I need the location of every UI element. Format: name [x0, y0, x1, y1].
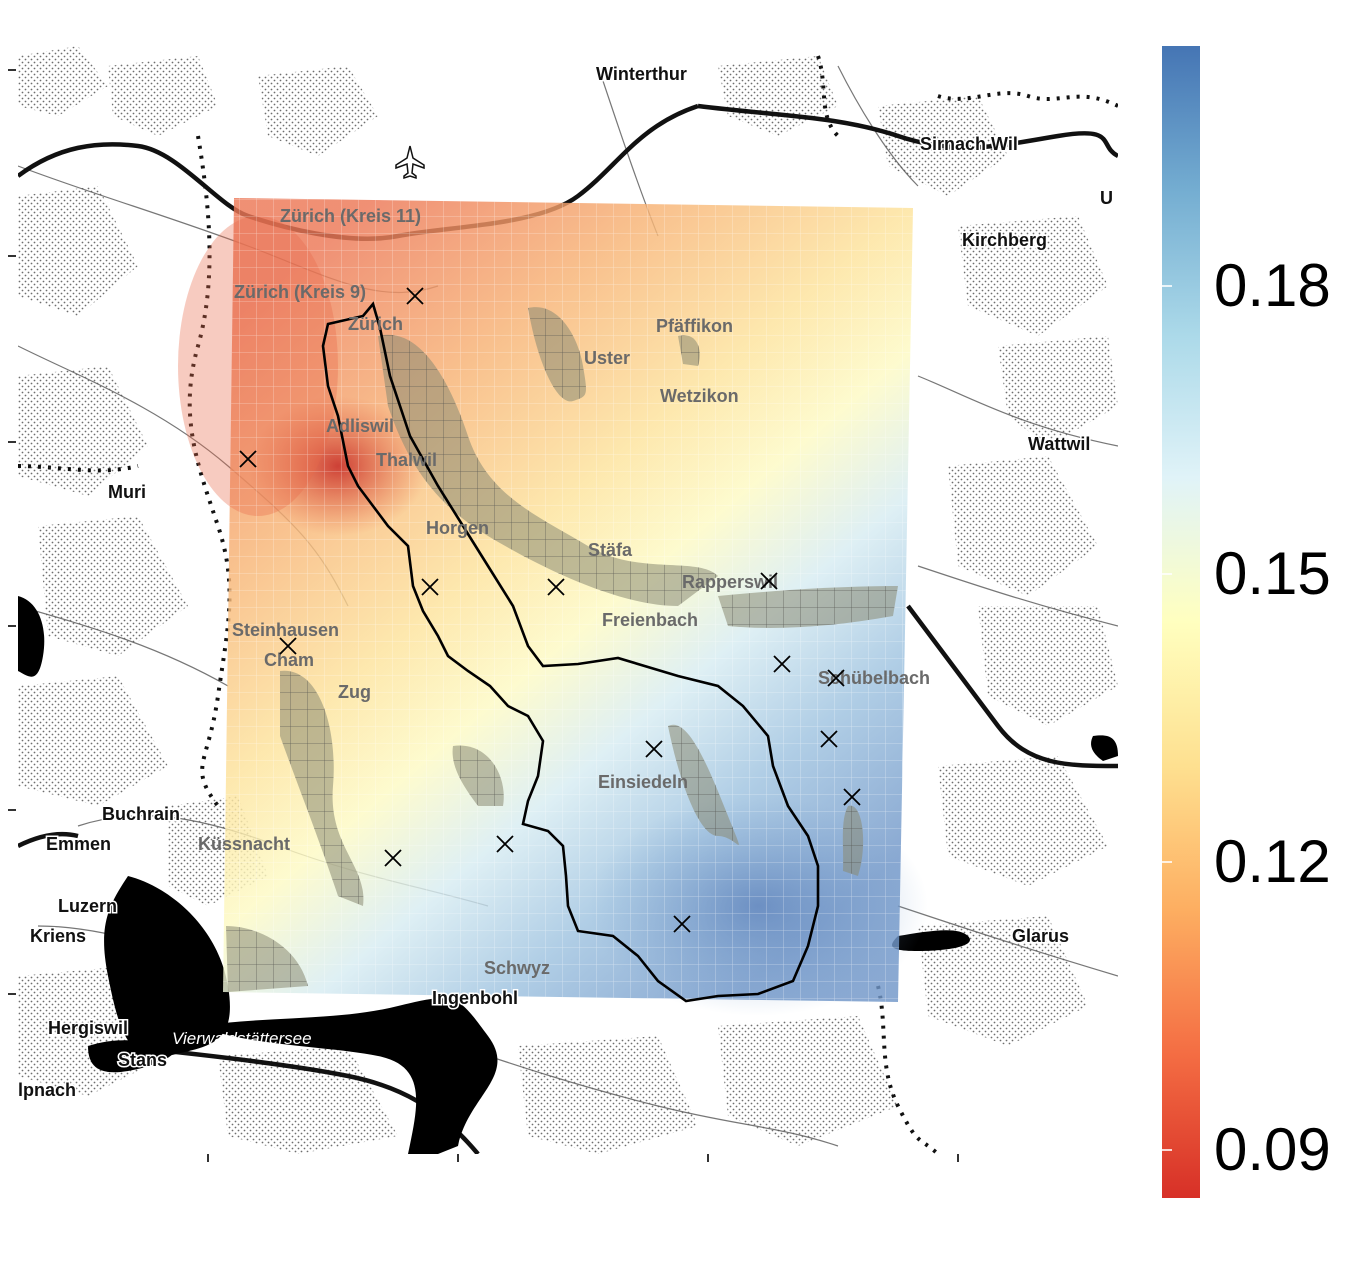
label-hergiswil: Hergiswil	[48, 1018, 128, 1038]
colorbar-tick	[1162, 1149, 1172, 1151]
catchment-boundary	[321, 301, 820, 1003]
station-marker	[406, 287, 424, 305]
label-ingenbohl: Ingenbohl	[432, 988, 518, 1008]
label-emmen: Emmen	[46, 834, 111, 854]
station-marker	[384, 849, 402, 867]
place-labels: Winterthur Sirnach Wil U Kirchberg Züric…	[18, 63, 1115, 1102]
label-alpnach: lpnach	[18, 1080, 76, 1100]
colorbar-tick	[1162, 861, 1172, 863]
label-adliswil: Adliswil	[326, 416, 394, 436]
raster-lakes	[226, 307, 898, 992]
label-freienbach: Freienbach	[602, 610, 698, 630]
label-einsiedeln: Einsiedeln	[598, 772, 688, 792]
colorbar-label-0: 0.18	[1214, 252, 1331, 319]
label-glarus: Glarus	[1012, 926, 1069, 946]
station-markers	[239, 287, 861, 933]
label-stans: Stans	[118, 1050, 167, 1070]
label-thalwil: Thalwil	[376, 450, 437, 470]
station-marker	[673, 915, 691, 933]
label-vierwaldstattersee: Vierwaldstättersee	[172, 1029, 312, 1048]
label-winterthur: Winterthur	[596, 64, 687, 84]
label-luzern: Luzern	[58, 896, 117, 916]
label-zurich-kreis-9: Zürich (Kreis 9)	[234, 282, 366, 302]
borders	[18, 55, 1118, 1154]
station-marker	[421, 578, 439, 596]
colorbar-tick	[1162, 285, 1172, 287]
station-marker	[496, 835, 514, 853]
forest-areas	[18, 46, 1118, 1154]
label-kriens: Kriens	[30, 926, 86, 946]
colorbar	[1162, 46, 1200, 1198]
label-zurich: Zürich	[348, 314, 403, 334]
label-wetzikon: Wetzikon	[660, 386, 739, 406]
label-wattwil: Wattwil	[1028, 434, 1090, 454]
label-cham: Cham	[264, 650, 314, 670]
label-schwyz: Schwyz	[484, 958, 550, 978]
label-steinhausen: Steinhausen	[232, 620, 339, 640]
colorbar-label-2: 0.12	[1214, 828, 1331, 895]
colorbar-label-1: 0.15	[1214, 540, 1331, 607]
basemap: Winterthur Sirnach Wil U Kirchberg Züric…	[18, 46, 1118, 1154]
station-marker	[279, 637, 297, 655]
station-marker	[827, 669, 845, 687]
label-pfaffikon: Pfäffikon	[656, 316, 733, 336]
colorbar-label-3: 0.09	[1214, 1116, 1331, 1183]
label-muri: Muri	[108, 482, 146, 502]
label-zug: Zug	[338, 682, 371, 702]
station-marker	[760, 572, 778, 590]
station-marker	[820, 730, 838, 748]
label-u: U	[1100, 188, 1113, 208]
colorbar-tick	[1162, 573, 1172, 575]
label-kussnacht: Küssnacht	[198, 834, 290, 854]
map-panel[interactable]: Winterthur Sirnach Wil U Kirchberg Züric…	[18, 46, 1118, 1154]
label-uster: Uster	[584, 348, 630, 368]
station-marker	[773, 655, 791, 673]
station-marker	[645, 740, 663, 758]
label-zurich-kreis-11: Zürich (Kreis 11)	[280, 206, 421, 226]
label-sirnach-wil: Sirnach Wil	[920, 134, 1018, 154]
label-schubelbach: Schübelbach	[818, 668, 930, 688]
label-horgen: Horgen	[426, 518, 489, 538]
label-buchrain: Buchrain	[102, 804, 180, 824]
station-marker	[547, 578, 565, 596]
station-marker	[239, 450, 257, 468]
airport-icon	[395, 145, 425, 180]
label-stafa: Stäfa	[588, 540, 633, 560]
label-kirchberg: Kirchberg	[962, 230, 1047, 250]
label-rapperswil: Rapperswil	[682, 572, 778, 592]
station-marker	[843, 788, 861, 806]
